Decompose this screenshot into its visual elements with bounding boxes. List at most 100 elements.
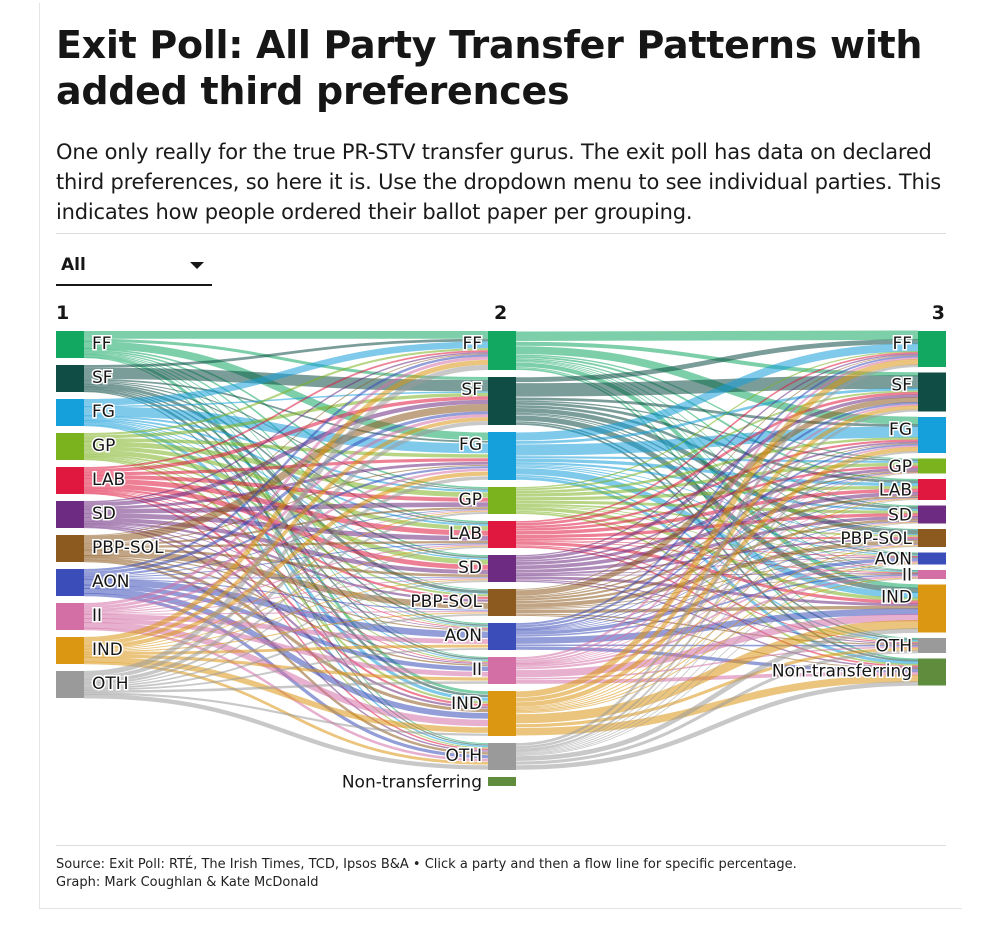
flow-link[interactable]	[515, 364, 919, 746]
party-dropdown[interactable]: All	[56, 248, 212, 286]
node-1-aon[interactable]	[56, 569, 84, 596]
flow-link[interactable]	[515, 546, 919, 668]
flow-link[interactable]	[515, 671, 919, 684]
flow-link[interactable]	[83, 338, 489, 368]
node-3-sd[interactable]	[918, 505, 946, 524]
flow-link[interactable]	[83, 461, 489, 510]
flow-link[interactable]	[83, 458, 489, 476]
flow-link[interactable]	[83, 614, 489, 644]
flow-link[interactable]	[83, 509, 489, 577]
flow-link[interactable]	[515, 358, 919, 698]
flow-link[interactable]	[515, 536, 919, 541]
flow-link[interactable]	[83, 559, 489, 755]
node-2-gp[interactable]	[488, 487, 516, 514]
flow-link[interactable]	[515, 397, 919, 596]
node-2-non-transferring[interactable]	[488, 777, 516, 786]
flow-link[interactable]	[83, 404, 489, 544]
flow-link[interactable]	[515, 354, 919, 590]
flow-link[interactable]	[83, 476, 489, 684]
node-3-non-transferring[interactable]	[918, 658, 946, 686]
flow-link[interactable]	[83, 341, 489, 406]
node-3-ff[interactable]	[918, 331, 946, 367]
flow-link[interactable]	[83, 356, 489, 606]
flow-link[interactable]	[515, 357, 919, 660]
flow-link[interactable]	[515, 575, 919, 670]
flow-link[interactable]	[83, 364, 489, 677]
node-1-ii[interactable]	[56, 603, 84, 630]
flow-link[interactable]	[515, 647, 919, 728]
flow-link[interactable]	[515, 518, 919, 604]
flow-link[interactable]	[83, 578, 489, 639]
flow-link[interactable]	[83, 681, 489, 693]
node-2-ind[interactable]	[488, 691, 516, 736]
flow-link[interactable]	[83, 352, 489, 503]
flow-link[interactable]	[515, 521, 919, 665]
flow-link[interactable]	[515, 402, 919, 628]
flow-link[interactable]	[515, 451, 919, 751]
flow-link[interactable]	[515, 522, 919, 754]
flow-link[interactable]	[515, 443, 919, 597]
flow-link[interactable]	[515, 577, 919, 714]
flow-link[interactable]	[83, 392, 489, 439]
node-3-ii[interactable]	[918, 570, 946, 579]
flow-link[interactable]	[515, 390, 919, 491]
flow-link[interactable]	[515, 546, 919, 755]
node-2-ff[interactable]	[488, 331, 516, 370]
flow-link[interactable]	[515, 499, 919, 753]
flow-link[interactable]	[83, 644, 489, 655]
flow-link[interactable]	[515, 437, 919, 494]
flow-link[interactable]	[515, 516, 919, 573]
flow-link[interactable]	[83, 540, 489, 548]
flow-link[interactable]	[515, 343, 919, 441]
flow-link[interactable]	[515, 353, 919, 557]
node-2-lab[interactable]	[488, 521, 516, 548]
sankey-chart[interactable]: 1 2 3FFSFFGGPLABSDPBP-SOLAONIIINDOTHFFSFFG…	[0, 295, 1000, 835]
flow-link[interactable]	[515, 681, 919, 770]
flow-link[interactable]	[515, 556, 919, 576]
flow-link[interactable]	[515, 350, 919, 489]
flow-link[interactable]	[515, 557, 919, 635]
node-1-lab[interactable]	[56, 467, 84, 494]
flow-link[interactable]	[515, 471, 919, 664]
flow-link[interactable]	[83, 349, 489, 523]
node-2-aon[interactable]	[488, 623, 516, 650]
flow-link[interactable]	[83, 354, 489, 572]
flow-link[interactable]	[515, 619, 919, 724]
flow-link[interactable]	[83, 507, 489, 546]
flow-link[interactable]	[515, 574, 919, 637]
flow-link[interactable]	[83, 517, 489, 575]
flow-link[interactable]	[515, 409, 919, 749]
node-2-fg[interactable]	[488, 432, 516, 480]
flow-link[interactable]	[515, 650, 919, 765]
node-2-oth[interactable]	[488, 743, 516, 770]
flow-link[interactable]	[83, 492, 489, 751]
flow-link[interactable]	[515, 355, 919, 625]
flow-link[interactable]	[515, 497, 919, 631]
flow-link[interactable]	[83, 396, 489, 473]
flow-link[interactable]	[83, 580, 489, 688]
node-2-sd[interactable]	[488, 555, 516, 582]
flow-link[interactable]	[515, 488, 919, 535]
flow-link[interactable]	[83, 441, 489, 498]
flow-link[interactable]	[515, 375, 919, 397]
flow-link[interactable]	[515, 462, 919, 512]
flow-link[interactable]	[515, 557, 919, 609]
node-3-sf[interactable]	[918, 372, 946, 412]
flow-link[interactable]	[515, 495, 919, 601]
node-3-gp[interactable]	[918, 458, 946, 474]
flow-link[interactable]	[83, 502, 489, 514]
flow-link[interactable]	[83, 359, 489, 642]
node-1-ff[interactable]	[56, 331, 84, 358]
flow-link[interactable]	[83, 438, 489, 458]
flow-link[interactable]	[515, 391, 919, 526]
node-2-pbp-sol[interactable]	[488, 589, 516, 616]
node-3-oth[interactable]	[918, 638, 946, 653]
flow-link[interactable]	[83, 417, 489, 646]
flow-link[interactable]	[83, 350, 489, 469]
flow-link[interactable]	[83, 468, 489, 612]
node-3-lab[interactable]	[918, 479, 946, 500]
flow-link[interactable]	[515, 544, 919, 666]
flow-link[interactable]	[83, 414, 489, 609]
node-1-pbp-sol[interactable]	[56, 535, 84, 562]
flow-link[interactable]	[83, 611, 489, 615]
